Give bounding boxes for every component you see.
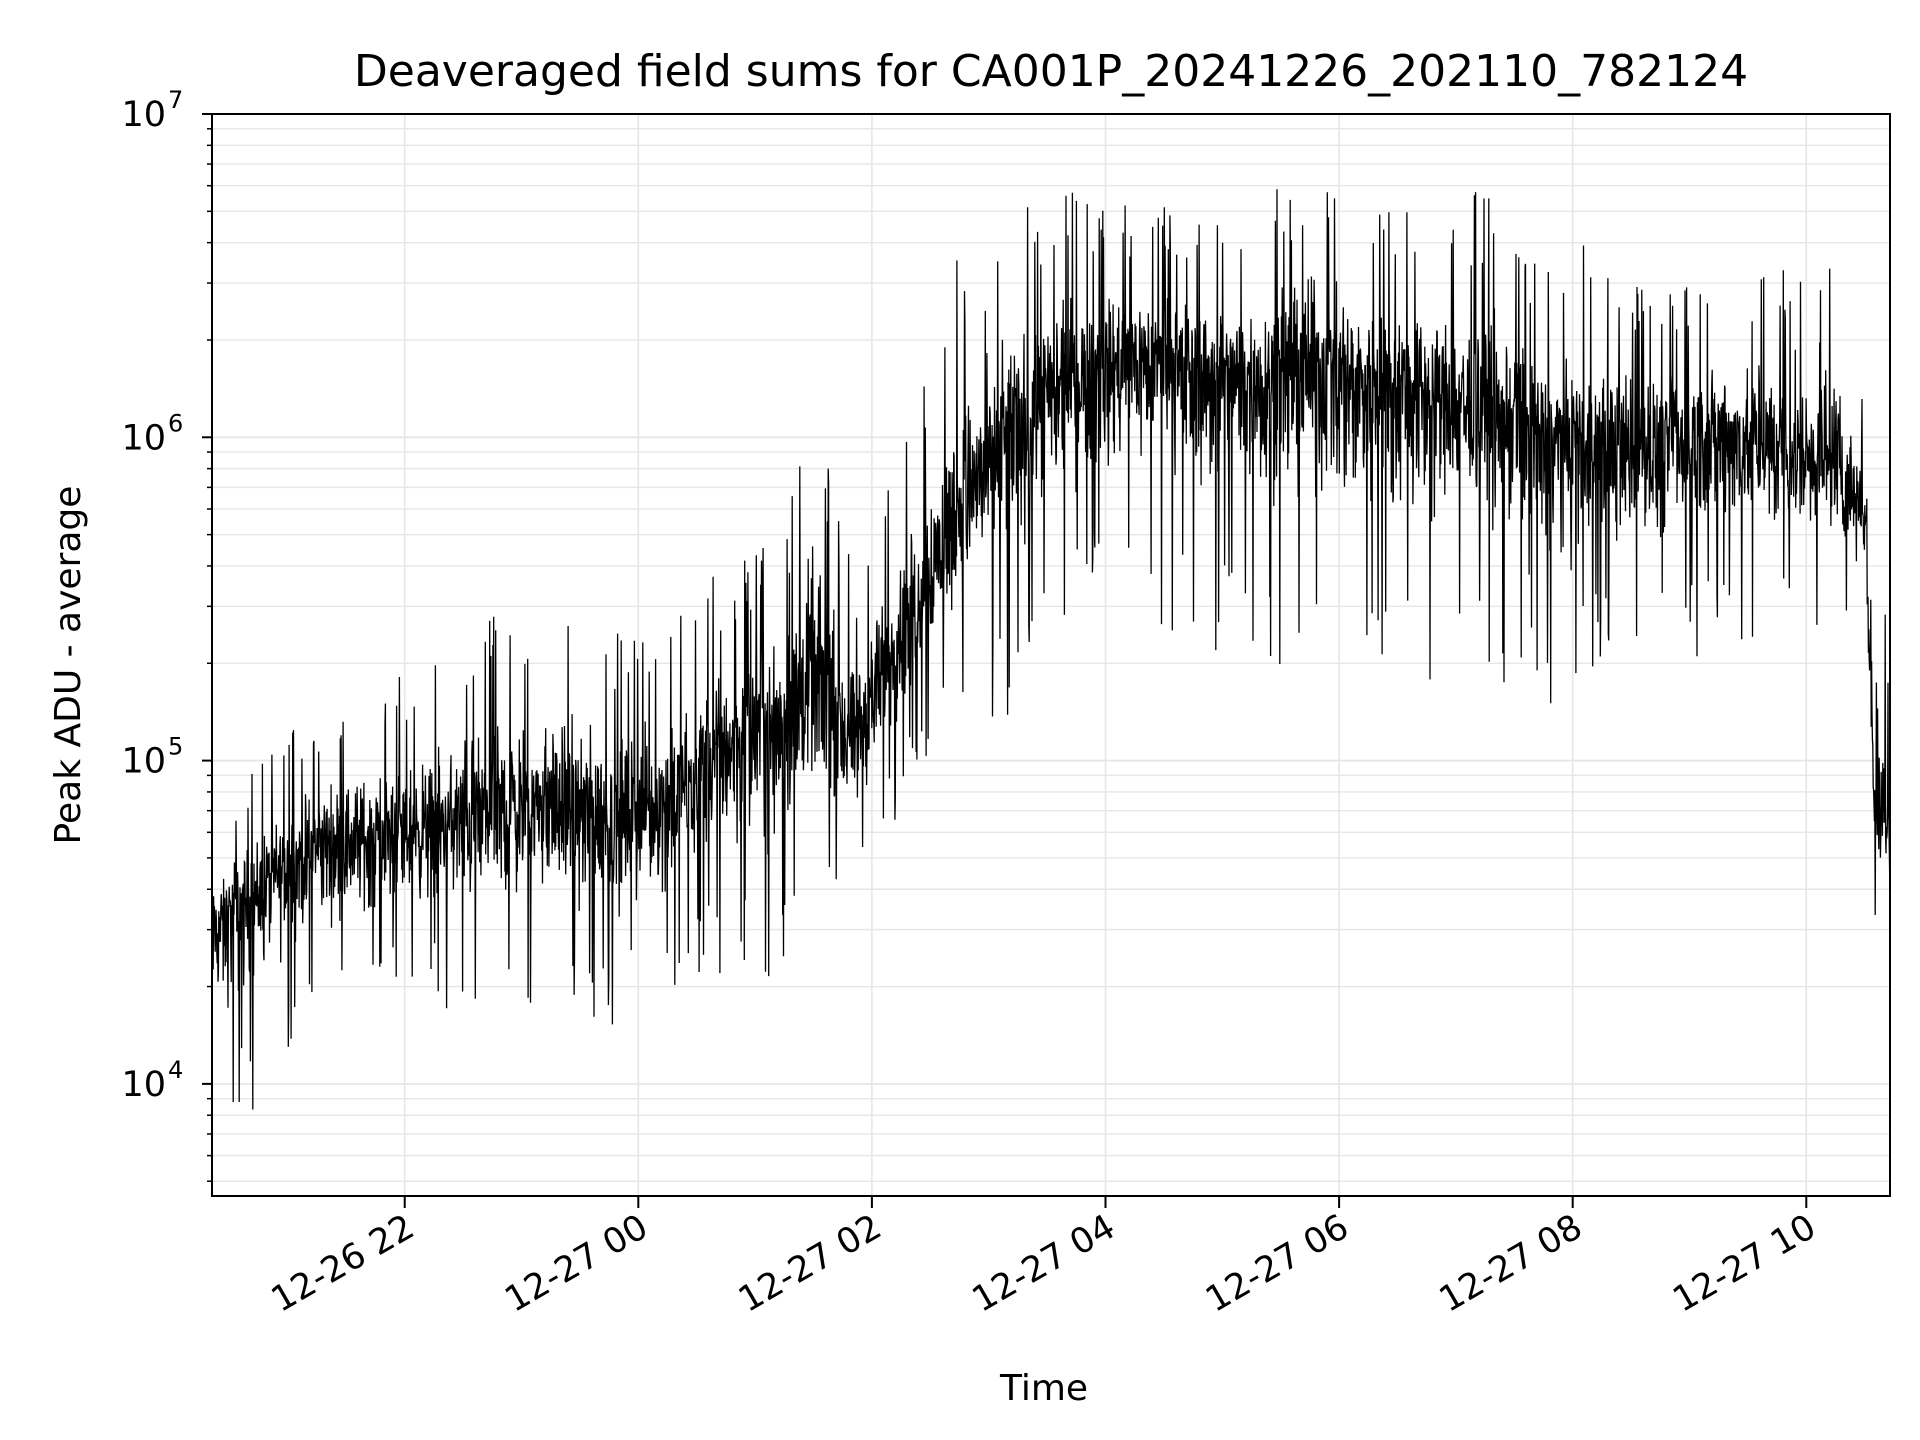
y-axis-label: Peak ADU - average [48,486,89,845]
y-tick-exponent: 6 [168,409,183,437]
y-tick-exponent: 4 [168,1056,183,1084]
series-line [212,189,1890,1110]
y-tick-exponent: 5 [168,733,183,761]
y-tick-label: 10 [121,95,166,135]
grid [212,113,1890,1196]
chart-title: Deaveraged field sums for CA001P_2024122… [354,46,1748,97]
x-axis-label: Time [999,1368,1088,1409]
y-tick-label: 10 [121,742,166,782]
plot-frame [211,113,1891,1197]
y-tick-label: 10 [121,1065,166,1105]
y-tick-exponent: 7 [168,86,183,114]
y-tick-label: 10 [121,418,166,458]
plot-area [212,189,1890,1110]
